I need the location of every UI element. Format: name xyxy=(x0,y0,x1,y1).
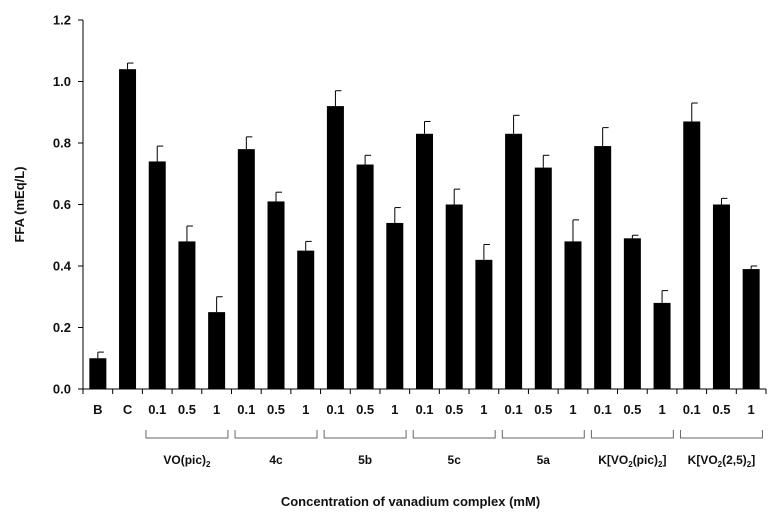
bars xyxy=(89,62,760,389)
bar xyxy=(267,201,285,389)
x-tick-label: 1 xyxy=(213,402,220,417)
x-axis-title: Concentration of vanadium complex (mM) xyxy=(281,494,540,509)
x-tick-label: 0.1 xyxy=(326,402,344,417)
y-tick-label: 0.2 xyxy=(53,320,71,335)
x-tick-label: 0.5 xyxy=(623,402,641,417)
bar xyxy=(386,222,404,389)
x-tick-label: B xyxy=(93,402,102,417)
bar xyxy=(683,121,701,389)
bar xyxy=(148,161,166,389)
bar xyxy=(653,302,671,389)
x-tick-label: 0.1 xyxy=(237,402,255,417)
bar xyxy=(534,167,552,389)
bar xyxy=(594,146,612,389)
bar xyxy=(208,312,226,389)
y-tick-label: 1.0 xyxy=(53,74,71,89)
x-tick-label: C xyxy=(123,402,133,417)
bar xyxy=(564,241,582,389)
x-tick-label: 1 xyxy=(391,402,398,417)
y-tick-label: 0.8 xyxy=(53,136,71,151)
bar xyxy=(237,149,255,389)
group-label: 5c xyxy=(448,453,462,467)
x-tick-label: 0.5 xyxy=(356,402,374,417)
x-tick-label: 0.5 xyxy=(534,402,552,417)
bar xyxy=(297,250,315,389)
group-bracket xyxy=(679,430,763,439)
y-axis: 0.0 0.2 0.4 0.6 0.8 1.0 1.2 xyxy=(53,13,84,397)
group-bracket xyxy=(145,430,229,439)
group-bracket xyxy=(501,430,585,439)
x-tick-label: 0.1 xyxy=(594,402,612,417)
y-tick-label: 1.2 xyxy=(53,13,71,28)
bar xyxy=(178,241,196,389)
x-tick-label: 1 xyxy=(569,402,576,417)
x-tick-label: 0.1 xyxy=(415,402,433,417)
group-bracket xyxy=(323,430,407,439)
group-label: 5b xyxy=(358,453,372,467)
x-tick-label: 0.5 xyxy=(178,402,196,417)
bar xyxy=(505,133,523,389)
group-label: K[VO2(2,5)2] xyxy=(688,453,756,469)
group-bracket xyxy=(412,430,496,439)
bar xyxy=(356,164,374,389)
x-tick-label: 1 xyxy=(748,402,755,417)
y-tick-label: 0.4 xyxy=(53,259,72,274)
group-label: VO(pic)2 xyxy=(163,453,211,469)
y-axis-title: FFA (mEq/L) xyxy=(12,166,27,242)
y-tick-label: 0.6 xyxy=(53,197,71,212)
group-label: K[VO2(pic)2] xyxy=(598,453,666,469)
bar xyxy=(416,133,433,389)
group-bracket xyxy=(234,430,318,439)
bar xyxy=(742,269,760,389)
x-tick-label: 0.5 xyxy=(712,402,730,417)
bar xyxy=(445,204,463,389)
y-tick-label: 0.0 xyxy=(53,382,71,397)
bar xyxy=(623,238,641,389)
group-label: 5a xyxy=(537,453,551,467)
x-tick-label: 1 xyxy=(658,402,665,417)
x-tick-label: 0.1 xyxy=(683,402,701,417)
x-tick-label: 0.1 xyxy=(505,402,523,417)
group-label: 4c xyxy=(269,453,283,467)
x-tick-label: 0.5 xyxy=(267,402,285,417)
x-axis: B C 0.1 0.5 1 0.1 0.5 1 0.1 0.5 1 0.1 0.5 1 0.1 0.5 1 0.1… xyxy=(82,388,767,417)
group-bracket xyxy=(590,430,674,439)
bar xyxy=(89,358,107,389)
group-labels: VO(pic)2 4c 5b 5c 5a K[VO2(pic)2] K[VO2(2,5)2] xyxy=(145,430,763,469)
bar xyxy=(119,69,137,389)
x-tick-label: 1 xyxy=(302,402,309,417)
bar xyxy=(712,204,730,389)
x-tick-label: 0.1 xyxy=(148,402,166,417)
bar xyxy=(475,259,493,389)
bar xyxy=(326,106,344,389)
x-tick-label: 0.5 xyxy=(445,402,463,417)
x-tick-label: 1 xyxy=(480,402,487,417)
